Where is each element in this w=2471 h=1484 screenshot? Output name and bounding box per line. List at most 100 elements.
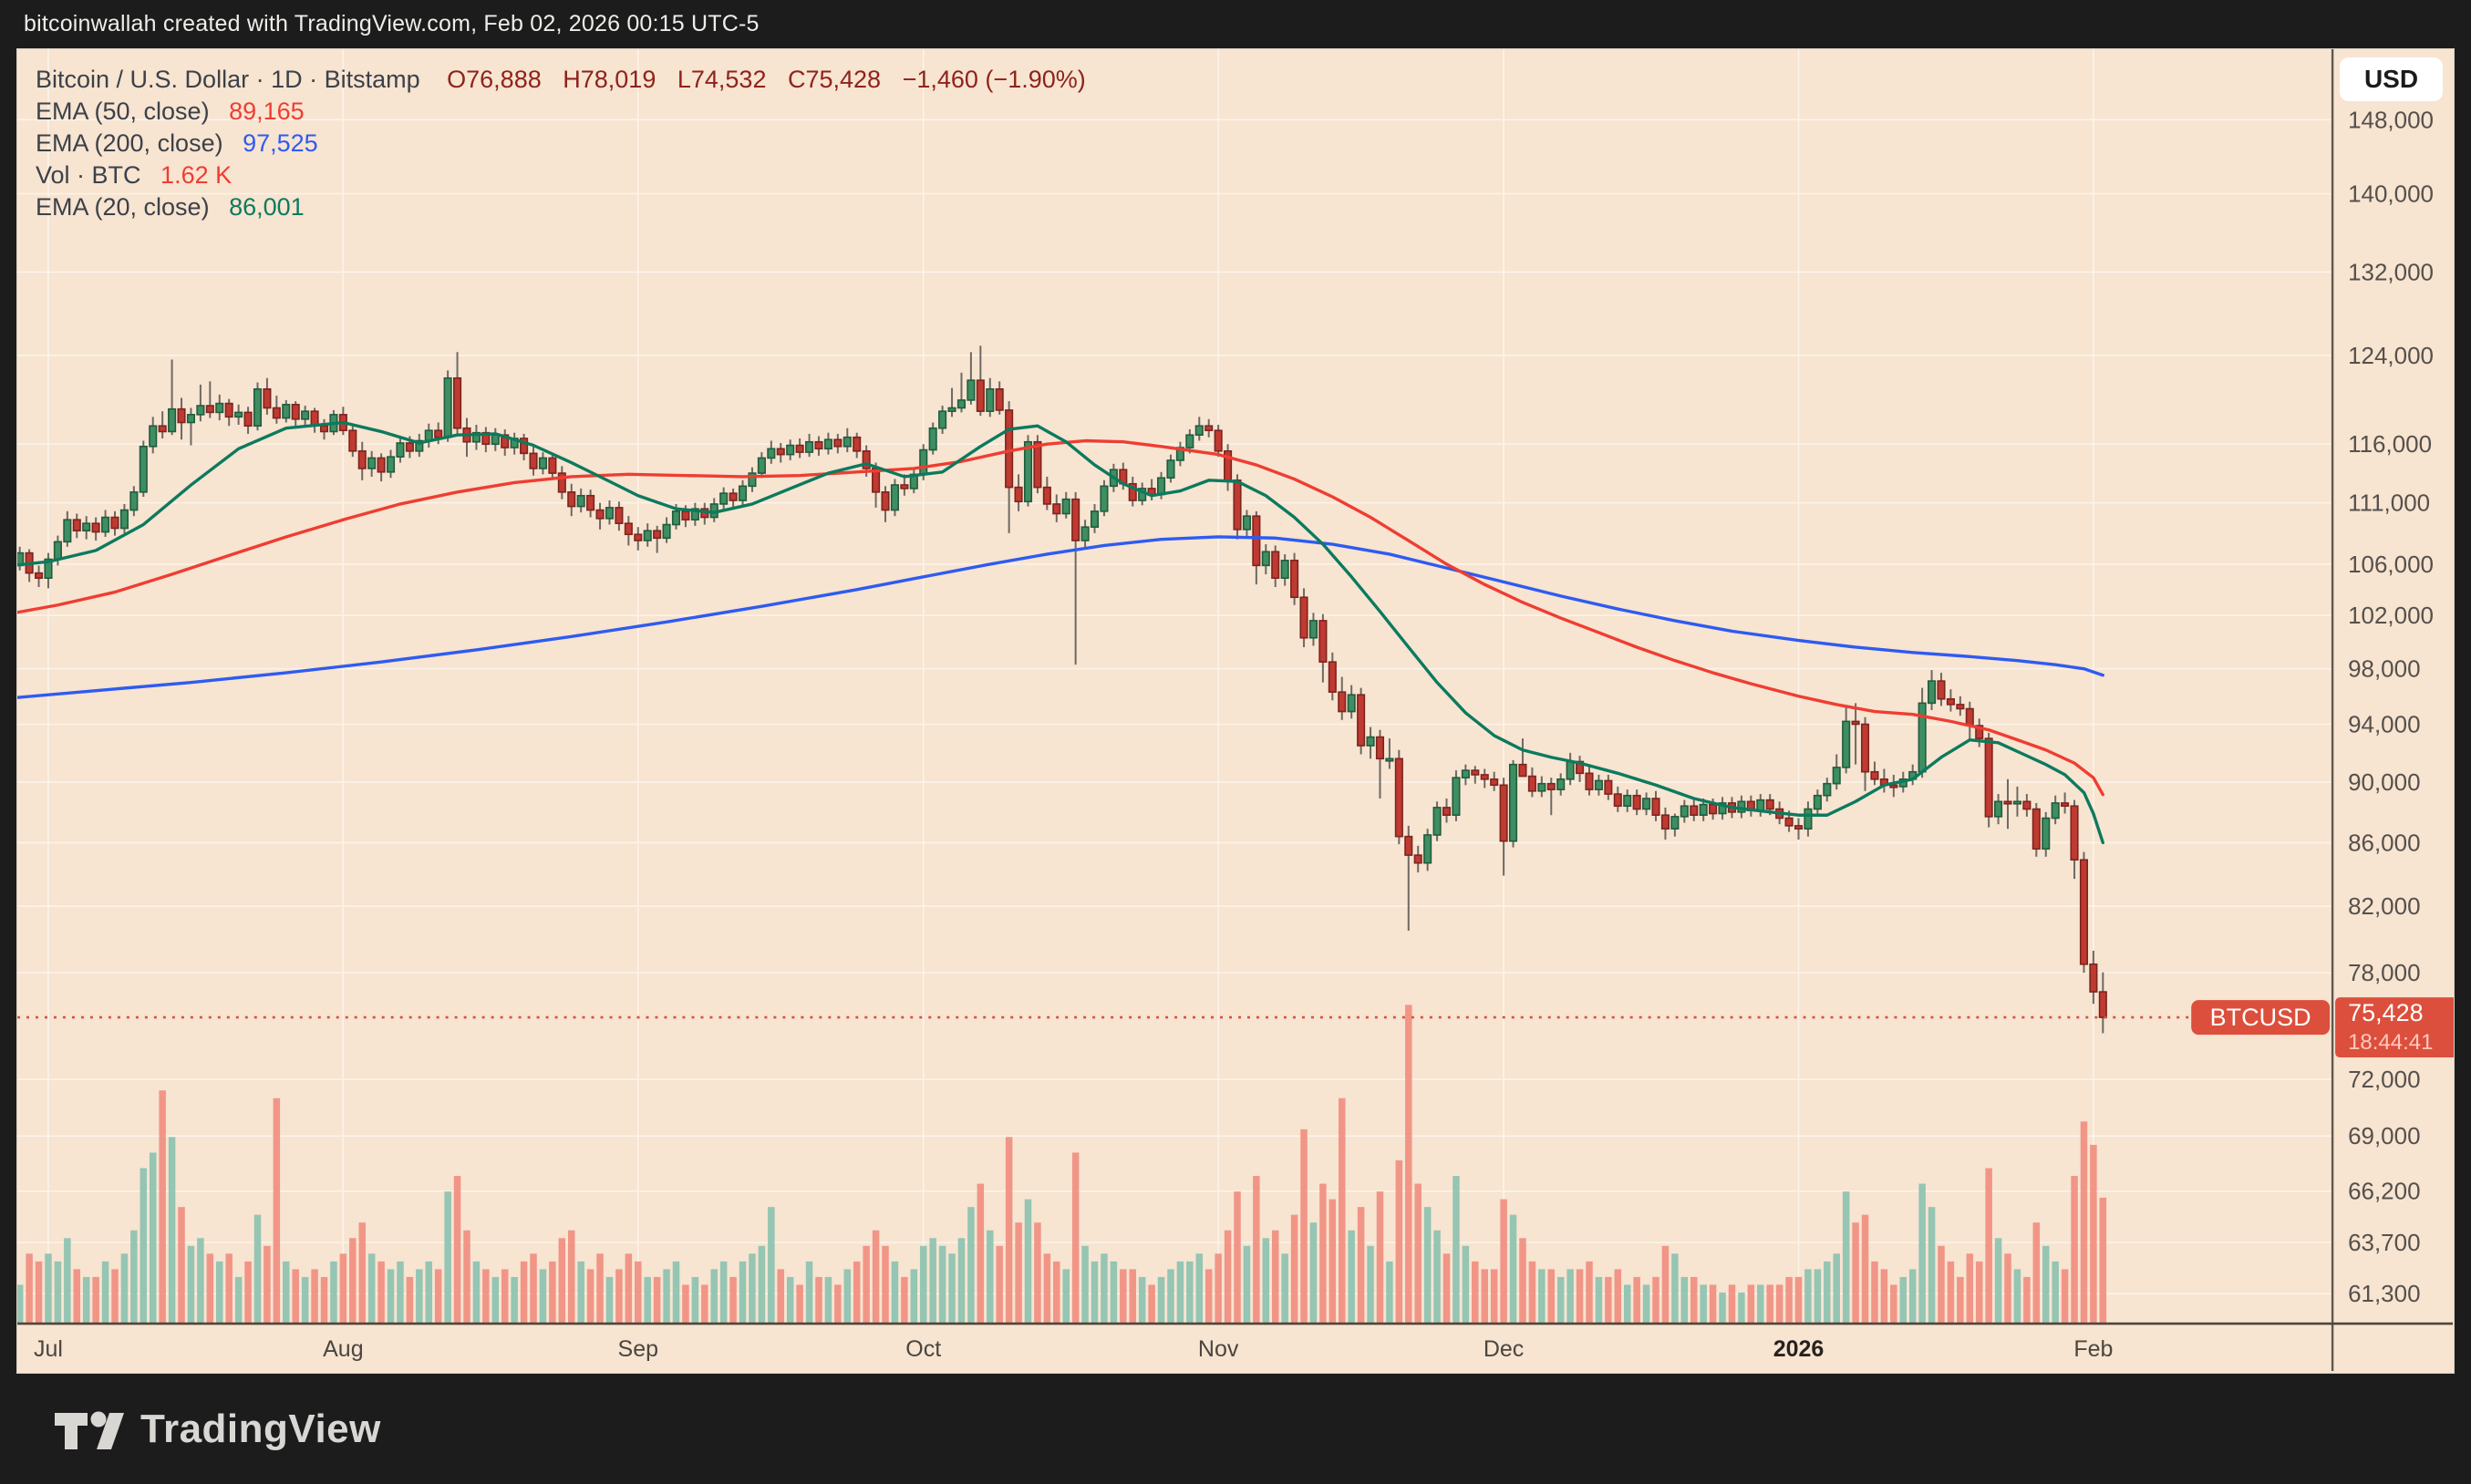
volume-bar <box>1062 1269 1070 1324</box>
symbol-legend-row[interactable]: Bitcoin / U.S. Dollar · 1D · Bitstamp O7… <box>36 64 1086 96</box>
volume-bar <box>1757 1284 1764 1324</box>
volume-bar <box>635 1261 642 1324</box>
volume-bar <box>1053 1261 1060 1324</box>
candle-up <box>690 508 699 520</box>
ema200-legend-row[interactable]: EMA (200, close) 97,525 <box>36 128 1086 160</box>
currency-toggle-button[interactable]: USD <box>2340 57 2443 101</box>
time-tick-label: Dec <box>1484 1336 1524 1362</box>
candle-up <box>786 444 795 456</box>
candle-down <box>377 457 386 473</box>
volume-bar <box>1091 1261 1099 1324</box>
candle-up <box>1642 798 1651 810</box>
candle-down <box>501 434 510 448</box>
candle-down <box>567 491 576 508</box>
candle-down <box>833 438 843 448</box>
volume-bar <box>967 1207 975 1324</box>
volume-bar <box>387 1269 395 1324</box>
grid-lines <box>17 49 2333 1324</box>
candle-down <box>1546 782 1556 790</box>
volume-bar <box>758 1245 766 1324</box>
candle-up <box>1756 799 1765 812</box>
volume-bar <box>1253 1176 1260 1324</box>
time-axis-labels[interactable]: Jul Aug Sep Oct Nov Dec 2026 Feb <box>34 1336 2113 1362</box>
candle-up <box>967 379 976 401</box>
volume-bar <box>1728 1284 1736 1324</box>
volume-bar <box>834 1284 842 1324</box>
time-tick-label: Jul <box>34 1336 63 1362</box>
ema-20-line <box>17 420 2104 845</box>
volume-bar <box>1148 1284 1155 1324</box>
candle-down <box>1413 854 1422 864</box>
candle-down <box>1375 736 1385 760</box>
volume-bar <box>1271 1230 1279 1324</box>
candle-down <box>72 519 81 532</box>
candle-up <box>890 484 899 511</box>
volume-bar <box>996 1245 1003 1324</box>
ema50-legend-row[interactable]: EMA (50, close) 89,165 <box>36 96 1086 128</box>
candle-down <box>1128 482 1137 501</box>
volume-legend-row[interactable]: Vol · BTC 1.62 K <box>36 160 1086 191</box>
tradingview-logo[interactable]: TradingView <box>53 1406 381 1453</box>
candle-up <box>1090 510 1100 528</box>
price-tag-countdown: 18:44:41 <box>2348 1030 2433 1055</box>
volume-bar <box>1738 1292 1745 1324</box>
candle-up <box>1185 434 1194 448</box>
candle-down <box>1585 772 1594 790</box>
candle-down <box>900 484 909 490</box>
volume-bar <box>1880 1269 1888 1324</box>
candle-up <box>44 558 53 580</box>
candle-down <box>1394 757 1403 838</box>
candle-up <box>1423 834 1432 864</box>
candle-up <box>1347 694 1356 713</box>
volume-bar <box>472 1261 481 1324</box>
volume-bar <box>1167 1269 1174 1324</box>
candle-down <box>224 402 233 418</box>
volume-bar <box>843 1269 852 1324</box>
candle-up <box>53 541 62 561</box>
price-axis-labels[interactable]: 148,000 140,000 132,000 124,000 116,000 111,0… <box>2348 106 2434 1307</box>
volume-bar <box>1576 1269 1584 1324</box>
volume-bar <box>530 1253 537 1324</box>
candle-up <box>1432 807 1442 836</box>
candle-up <box>919 448 928 476</box>
price-tick-label: 63,700 <box>2348 1229 2420 1256</box>
candle-up <box>282 404 291 419</box>
volume-bar <box>615 1269 623 1324</box>
candle-down <box>177 407 186 424</box>
candle-down <box>548 457 557 474</box>
candle-up <box>1385 757 1394 762</box>
volume-bar <box>425 1261 433 1324</box>
candle-down <box>319 425 329 433</box>
ema20-legend-row[interactable]: EMA (20, close) 86,001 <box>36 191 1086 223</box>
volume-bar <box>1605 1276 1612 1324</box>
candle-up <box>748 472 757 488</box>
volume-bar <box>2061 1269 2069 1324</box>
volume-bar <box>1785 1276 1793 1324</box>
volume-bar <box>1700 1284 1707 1324</box>
volume-bar <box>320 1276 328 1324</box>
symbol-price-tag: BTCUSD <box>2191 1000 2331 1036</box>
candle-up <box>1556 778 1566 790</box>
volume-bar <box>644 1276 651 1324</box>
candle-down <box>1299 596 1308 639</box>
ema-200-line <box>17 535 2104 699</box>
volume-bar <box>1814 1269 1822 1324</box>
candle-down <box>2098 991 2107 1018</box>
volume-bar <box>1556 1276 1565 1324</box>
volume-bar <box>1005 1137 1013 1324</box>
candle-up <box>1061 498 1070 515</box>
candle-up <box>186 414 196 424</box>
candle-up <box>986 388 995 412</box>
volume-bar <box>397 1261 404 1324</box>
candle-down <box>291 404 300 420</box>
volume-bar <box>1329 1199 1337 1324</box>
volume-bar <box>2032 1222 2041 1324</box>
volume-bar <box>672 1261 680 1324</box>
ohlc-low: L74,532 <box>677 66 767 93</box>
chart-canvas[interactable]: BTCUSD 148,000 140,000 132,000 124,000 116,00… <box>17 49 2454 1373</box>
ema-200-line <box>17 535 2104 699</box>
candle-up <box>1366 736 1375 747</box>
candle-up <box>805 440 814 453</box>
price-tick-label: 98,000 <box>2348 655 2420 683</box>
volume-bar <box>2023 1276 2031 1324</box>
